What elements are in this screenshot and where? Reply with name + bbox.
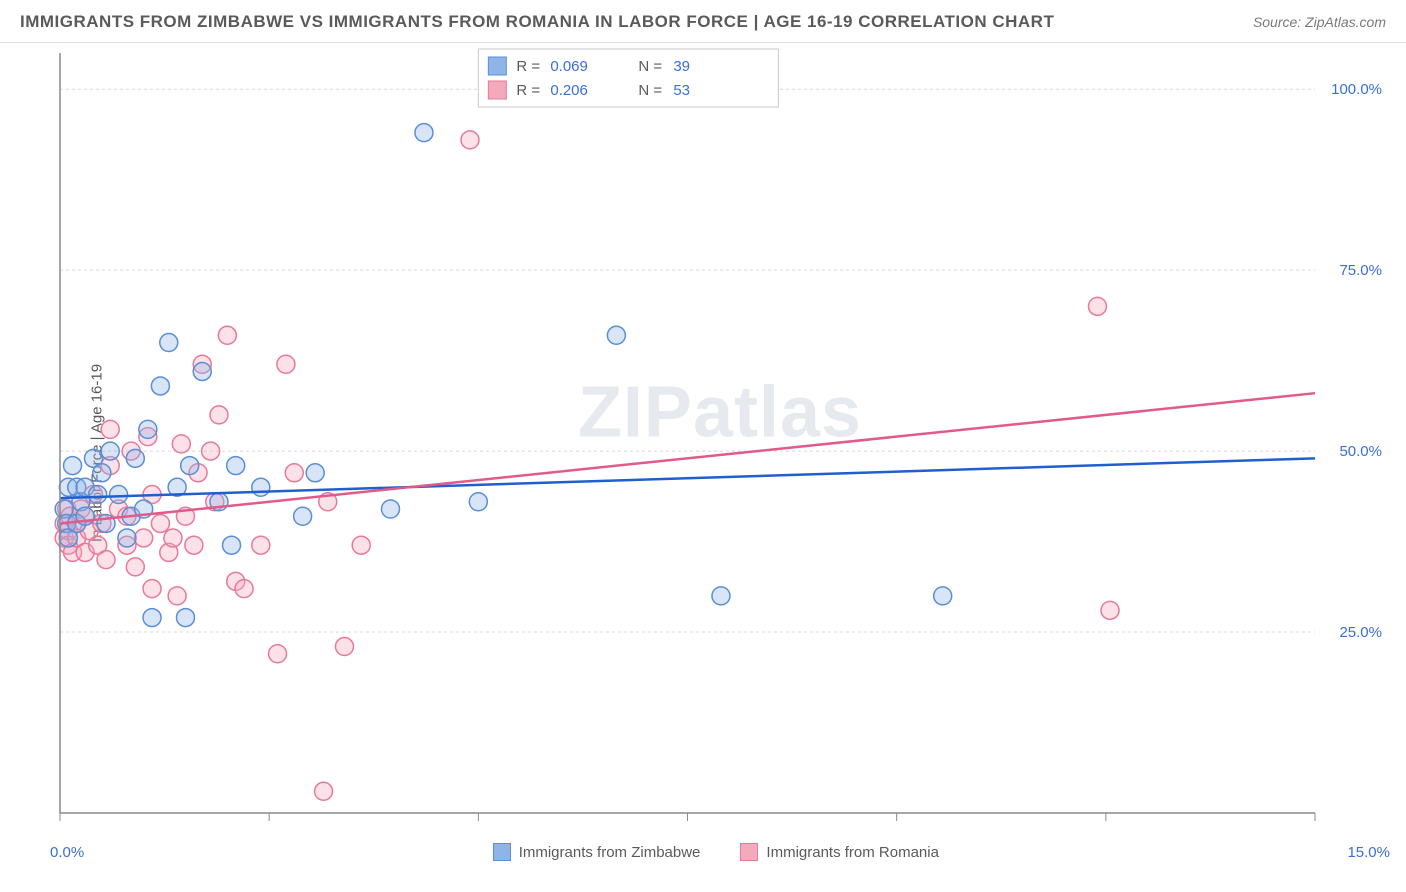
svg-text:50.0%: 50.0% — [1339, 443, 1382, 460]
legend-item-romania: Immigrants from Romania — [740, 843, 939, 861]
chart-area: In Labor Force | Age 16-19 25.0%50.0%75.… — [0, 43, 1406, 863]
source-label: Source: — [1253, 14, 1301, 30]
svg-text:100.0%: 100.0% — [1331, 81, 1382, 98]
svg-text:39: 39 — [673, 58, 690, 75]
svg-text:25.0%: 25.0% — [1339, 624, 1382, 641]
legend-bottom: Immigrants from Zimbabwe Immigrants from… — [493, 843, 939, 861]
legend-swatch-romania — [740, 843, 758, 861]
chart-header: IMMIGRANTS FROM ZIMBABWE VS IMMIGRANTS F… — [0, 0, 1406, 43]
chart-title: IMMIGRANTS FROM ZIMBABWE VS IMMIGRANTS F… — [20, 12, 1054, 32]
legend-label-zimbabwe: Immigrants from Zimbabwe — [519, 844, 701, 861]
svg-text:53: 53 — [673, 82, 690, 99]
svg-text:R =: R = — [516, 82, 540, 99]
svg-text:75.0%: 75.0% — [1339, 262, 1382, 279]
source-credit: Source: ZipAtlas.com — [1253, 14, 1386, 30]
legend-label-romania: Immigrants from Romania — [766, 844, 939, 861]
x-axis-footer: 0.0% Immigrants from Zimbabwe Immigrants… — [50, 843, 1390, 861]
svg-text:N =: N = — [638, 58, 662, 75]
legend-swatch-zimbabwe — [493, 843, 511, 861]
svg-text:0.206: 0.206 — [550, 82, 588, 99]
legend-item-zimbabwe: Immigrants from Zimbabwe — [493, 843, 701, 861]
x-axis-min-label: 0.0% — [50, 844, 84, 861]
scatter-plot-svg: 25.0% 50.0% 75.0% 100.0% ZIPatlas R = 0.069 N =… — [50, 43, 1390, 863]
svg-text:0.069: 0.069 — [550, 58, 588, 75]
svg-text:ZIPatlas: ZIPatlas — [578, 373, 862, 453]
svg-text:R =: R = — [516, 58, 540, 75]
x-axis-max-label: 15.0% — [1347, 844, 1390, 861]
source-value: ZipAtlas.com — [1305, 14, 1386, 30]
svg-text:N =: N = — [638, 82, 662, 99]
